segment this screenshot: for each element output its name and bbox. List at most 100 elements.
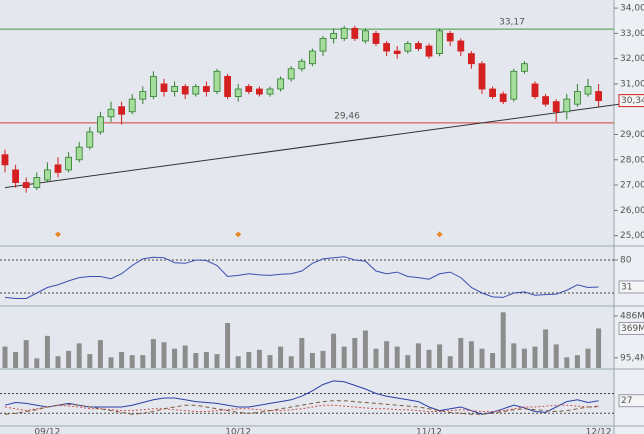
volume-bar [596,328,602,368]
candle-body [139,91,147,100]
candle-body [499,93,507,103]
candle-body [107,108,115,118]
candle-body [446,32,454,42]
volume-bar [468,341,474,368]
y-tick-label: 486M [620,311,644,321]
y-tick-label: 31,00 [620,79,644,89]
volume-bar [66,350,72,368]
candle-body [436,30,444,55]
x-tick-label: 12/12 [586,428,612,434]
volume-bar [246,351,252,368]
x-tick-label: 11/12 [416,428,442,434]
signal-marker [235,231,242,238]
y-tick-label: 27,00 [620,181,644,191]
candle-body [22,182,30,189]
volume-bar [405,355,411,368]
candle-body [552,101,560,113]
volume-bar [44,335,50,368]
volume-bar [458,338,464,368]
candle-body [54,164,62,173]
last-price-label: 30,34 [621,96,644,106]
candle-body [584,86,592,95]
y-tick-label: 95,4M [620,353,644,363]
volume-bar [23,340,29,368]
volume-bar [500,312,506,368]
volume-bar [553,344,559,368]
volume-bar [87,354,93,368]
volume-bar [214,354,220,368]
candle-body [308,50,316,65]
last-value-box [618,394,644,408]
x-tick-label: 09/12 [34,428,60,434]
last-value-label: 31 [621,282,632,292]
candle-body [489,88,497,97]
volume-bar [129,355,135,368]
candle-body [393,50,401,55]
candle-body [414,43,422,49]
last-value-label: 369M [621,324,644,334]
candle-body [457,40,465,52]
candle-body [75,146,83,161]
volume-bar [373,348,379,368]
candle-body [351,27,359,39]
volume-bar [288,356,294,368]
volume-bar [267,355,273,368]
candle-body [319,38,327,52]
candle-body [478,63,486,90]
volume-bar [55,356,61,368]
candle-body [192,86,200,95]
candle-body [563,98,571,113]
candle-body [277,78,285,90]
volume-bar [511,343,517,368]
volume-bar [140,355,146,368]
candle-body [12,169,20,183]
volume-bar [521,348,527,368]
candle-body [224,75,232,97]
candle-body [160,83,168,92]
volume-bar [108,357,114,368]
volume-bar [34,358,40,368]
candle-body [383,43,391,52]
volume-bar [203,351,209,368]
candle-body [234,88,242,97]
level-label: 29,46 [334,111,360,121]
indicator-line [4,404,599,412]
last-value-label: 27 [621,396,632,406]
volume-bar [161,342,167,368]
indicator-line [4,400,599,415]
candle-body [404,43,412,52]
candle-body [542,96,549,105]
volume-bar [2,346,8,368]
candle-body [372,32,380,44]
volume-bar [256,349,262,368]
candle-body [255,88,263,95]
y-tick-label: 29,00 [620,130,644,140]
candle-body [149,75,157,97]
y-tick-label: 33,00 [620,29,644,39]
volume-bar [225,323,231,368]
volume-bar [574,355,580,368]
volume-bar [182,345,188,368]
signal-marker [55,231,61,238]
volume-bar [585,348,591,368]
volume-bar [394,346,400,368]
signal-marker [436,231,443,238]
volume-bar [235,356,241,368]
candle-body [202,86,210,92]
volume-bar [415,343,421,368]
candle-body [266,88,274,95]
candle-body [128,98,136,113]
candle-body [521,63,528,72]
y-tick-label: 34,00 [620,4,644,14]
y-tick-label: 80 [620,256,632,266]
volume-bar [352,338,358,368]
trend-line [4,103,620,189]
candle-body [181,86,189,95]
candle-body [340,27,348,39]
candle-body [118,106,125,115]
candle-body [574,91,581,105]
x-tick-label: 10/12 [225,428,251,434]
volume-bar [532,346,538,368]
volume-bar [150,339,156,368]
